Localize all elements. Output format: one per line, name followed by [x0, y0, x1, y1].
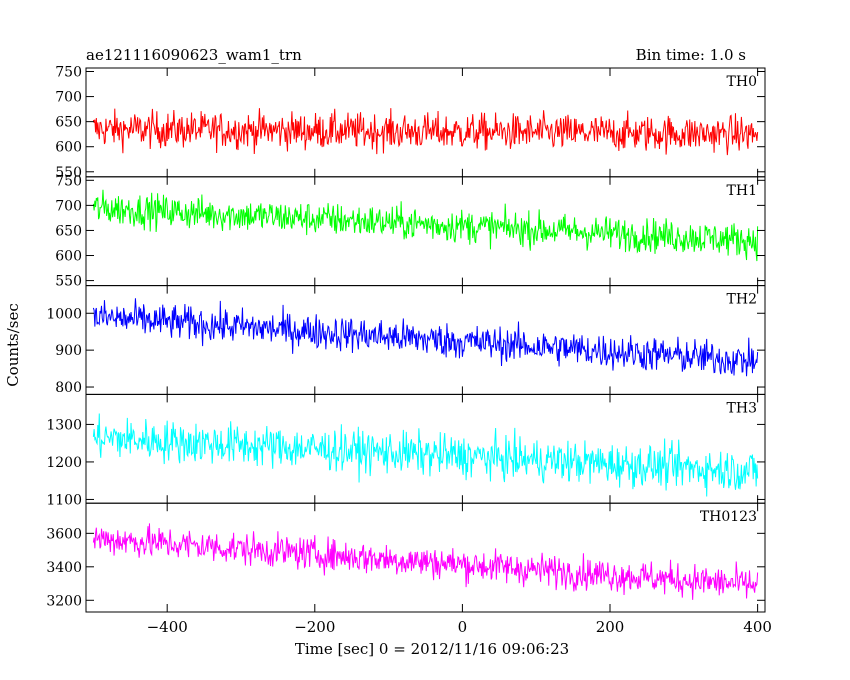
panel-th2: 800 900 1000 TH2	[46, 285, 766, 396]
y-tick-label: 600	[55, 249, 82, 265]
y-tick-label: 600	[55, 140, 82, 156]
y-tick-label: 550	[55, 165, 82, 181]
x-tick-label: −400	[147, 618, 188, 636]
y-tick-label: 1000	[46, 306, 82, 322]
chart-title: ae121116090623_wam1_trn	[86, 46, 302, 64]
x-tick-label: 200	[596, 618, 625, 636]
series-line-th0	[92, 108, 759, 156]
y-tick-label: 700	[55, 90, 82, 106]
panel-label-th2: TH2	[727, 292, 757, 308]
x-axis-label: Time [sec] 0 = 2012/11/16 09:06:23	[295, 640, 569, 658]
y-tick-label: 1200	[46, 455, 82, 471]
panel-th1: 550 600 650 700 750 TH1	[55, 173, 766, 290]
panel-label-th0123: TH0123	[700, 509, 757, 525]
series-line-th2	[92, 298, 759, 377]
y-tick-label: 900	[55, 343, 82, 359]
panel-label-th0: TH0	[727, 74, 757, 90]
y-tick-label: 700	[55, 198, 82, 214]
panel-frame	[85, 502, 766, 613]
y-tick-label: 550	[55, 274, 82, 290]
y-tick-label: 1300	[46, 417, 82, 433]
y-tick-label: 650	[55, 223, 82, 239]
y-tick-label: 3600	[46, 526, 82, 542]
panels-group: 550 600 650 700 750 TH0 550 600 650 700 750 TH1 800 9…	[46, 65, 766, 613]
panel-th3: 1100 1200 1300 TH3	[46, 393, 766, 508]
series-line-th3	[92, 413, 759, 497]
y-tick-label: 650	[55, 115, 82, 131]
y-tick-label: 800	[55, 380, 82, 396]
series-line-th0123	[92, 523, 759, 600]
y-tick-label: 3200	[46, 593, 82, 609]
x-tick-label: 400	[743, 618, 772, 636]
x-tick-label: 0	[458, 618, 468, 636]
panel-th0123: 3200 3400 3600 TH0123	[46, 502, 766, 613]
series-line-th1	[92, 189, 759, 262]
x-tick-label: −200	[294, 618, 335, 636]
panel-th0: 550 600 650 700 750 TH0	[55, 65, 766, 181]
y-tick-label: 750	[55, 65, 82, 81]
panel-label-th1: TH1	[727, 183, 757, 199]
y-axis-label: Counts/sec	[4, 303, 22, 387]
bin-time-label: Bin time: 1.0 s	[636, 46, 746, 64]
y-tick-label: 750	[55, 173, 82, 189]
y-tick-label: 1100	[46, 492, 82, 508]
y-tick-label: 3400	[46, 560, 82, 576]
x-axis: −400 −200 0 200 400	[147, 618, 772, 636]
panel-label-th3: TH3	[727, 400, 757, 416]
